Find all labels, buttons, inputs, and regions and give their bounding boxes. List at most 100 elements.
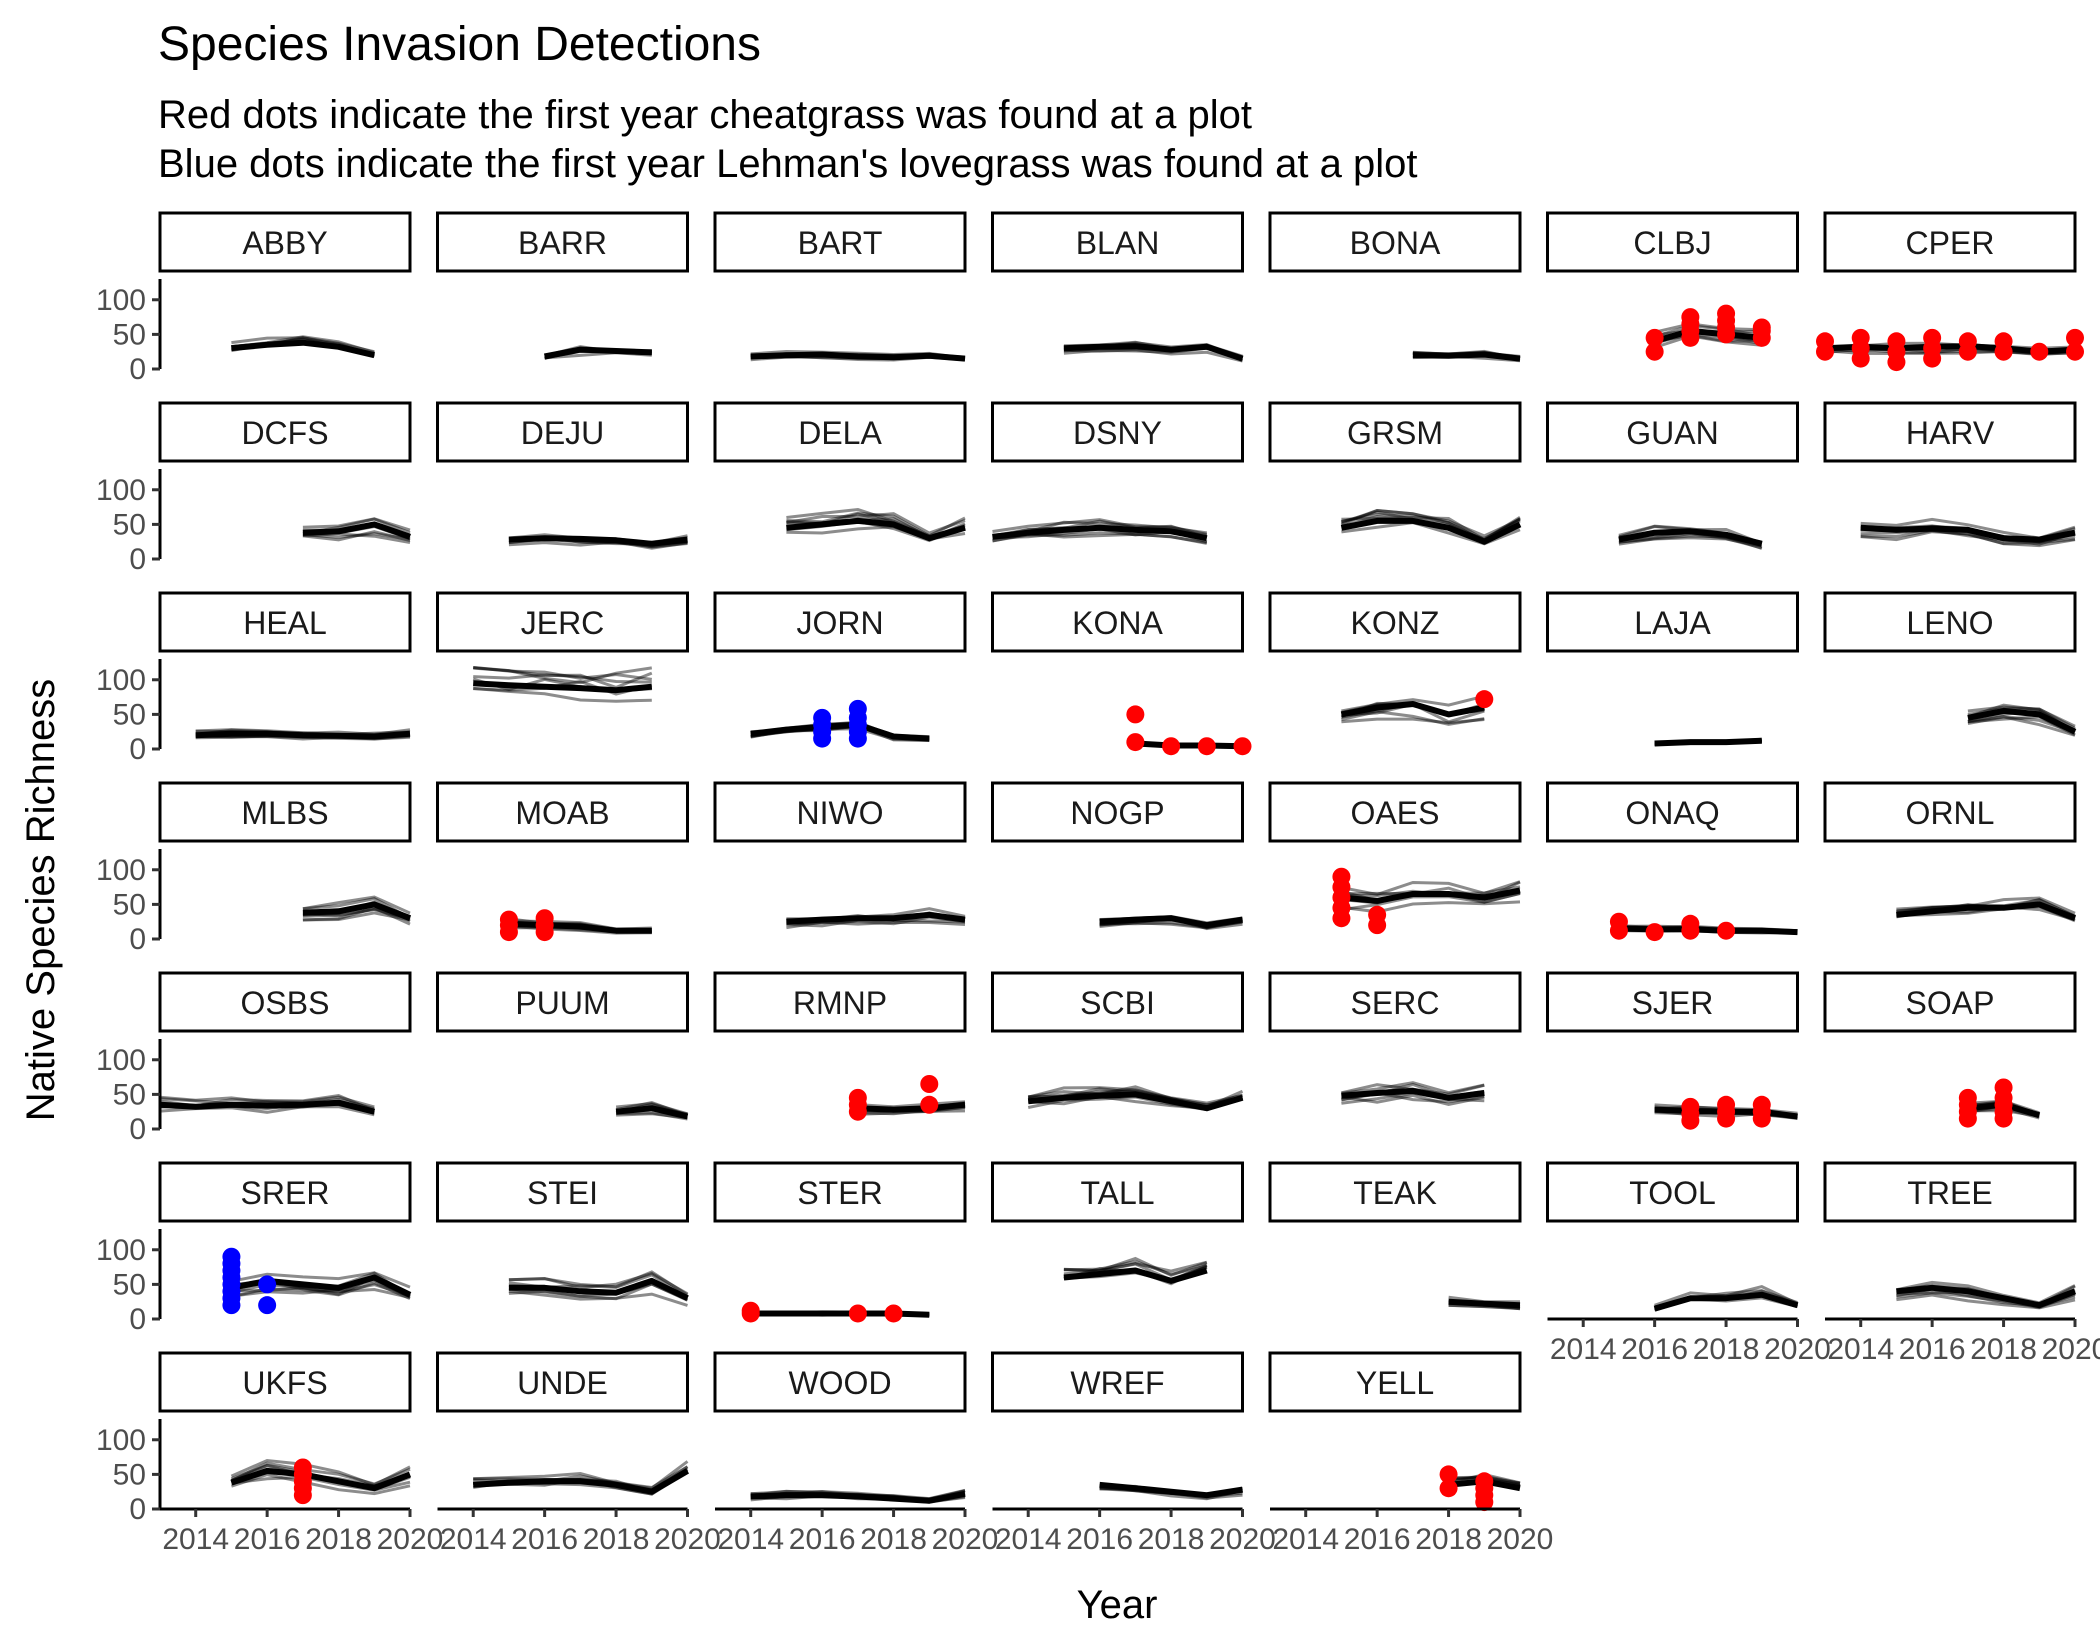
cheatgrass-point <box>1923 328 1942 347</box>
plot-trace-line <box>1341 880 1521 897</box>
facet-panel-grsm: GRSM <box>1268 401 1522 546</box>
y-tick-label: 100 <box>96 1234 146 1267</box>
x-tick-label: 2014 <box>1550 1333 1617 1366</box>
facet-panel-dsny: DSNY <box>991 401 1244 545</box>
chart-subtitle-line-1: Red dots indicate the first year cheatgr… <box>158 93 1252 137</box>
plot-trace-line <box>473 686 652 703</box>
site-series-line <box>1653 327 1763 345</box>
facet-strip-label: WOOD <box>788 1365 891 1401</box>
lovegrass-point <box>848 699 867 718</box>
facet-strip <box>1823 971 2077 1033</box>
facet-strip-label: NOGP <box>1070 795 1164 831</box>
facet-panel-oaes: OAES <box>1268 781 1522 935</box>
x-tick-label: 2014 <box>995 1523 1062 1556</box>
y-tick-label: 50 <box>113 1078 146 1111</box>
facet-strip-label: TEAK <box>1353 1175 1437 1211</box>
site-series-line <box>1099 915 1243 929</box>
site-series-line <box>1896 901 2077 921</box>
plot-trace-line <box>508 540 688 550</box>
plot-trace-line <box>302 906 411 926</box>
site-series-line <box>1412 351 1521 362</box>
facet-strip <box>436 971 689 1033</box>
x-tick-label: 2020 <box>377 1523 444 1556</box>
facet-strip <box>436 401 689 463</box>
facet-strip <box>713 1161 967 1223</box>
site-series-line <box>473 680 653 694</box>
cheatgrass-point <box>1197 737 1216 756</box>
facet-panel-nogp: NOGP <box>991 781 1244 931</box>
x-tick-label: 2016 <box>1066 1523 1133 1556</box>
facet-strip <box>436 781 689 843</box>
facet-panel-niwo: NIWO <box>713 781 967 930</box>
facet-strip <box>1546 211 1799 273</box>
facet-strip-label: GRSM <box>1347 415 1443 451</box>
cheatgrass-point <box>535 909 554 928</box>
facet-strip-label: BART <box>798 225 883 261</box>
facet-strip-label: JORN <box>796 605 883 641</box>
site-series-line <box>1340 701 1485 718</box>
x-tick-label: 2014 <box>440 1523 507 1556</box>
plot-trace-line <box>231 336 375 354</box>
facet-strip-label: UNDE <box>517 1365 608 1401</box>
facet-strip-label: LAJA <box>1634 605 1711 641</box>
x-tick-label: 2020 <box>1487 1523 1554 1556</box>
facet-panel-moab: MOAB <box>436 781 689 942</box>
site-series-line <box>1896 1284 2077 1309</box>
facet-strip-label: RMNP <box>793 985 887 1021</box>
x-tick-label: 2018 <box>583 1523 650 1556</box>
facet-strip <box>1823 591 2077 653</box>
plot-trace-line <box>1967 705 2076 728</box>
facet-panel-guan: GUAN <box>1546 401 1799 550</box>
cheatgrass-point <box>1752 1095 1771 1114</box>
plot-trace-line <box>302 532 411 541</box>
site-series-line <box>1063 343 1244 362</box>
cheatgrass-point <box>1958 332 1977 351</box>
plot-trace-line <box>302 530 411 542</box>
facet-panel-konz: KONZ <box>1268 591 1522 726</box>
y-tick-label: 50 <box>113 1268 146 1301</box>
facet-strip-label: HEAL <box>243 605 327 641</box>
y-tick-label: 50 <box>113 888 146 921</box>
cheatgrass-point <box>920 1075 939 1093</box>
facet-strip <box>158 971 412 1033</box>
facet-strip-label: CPER <box>1906 225 1995 261</box>
plot-trace-line <box>1063 1260 1208 1276</box>
site-series-line <box>1654 737 1762 747</box>
plot-trace-line <box>159 1095 375 1109</box>
facet-panel-yell: YELL 2014 2016 2018 2020 <box>1268 1351 1554 1556</box>
cheatgrass-point <box>2030 342 2049 361</box>
plot-trace-line <box>1896 896 2076 915</box>
site-series-line <box>1341 887 1521 904</box>
x-tick-label: 2016 <box>1344 1523 1411 1556</box>
cheatgrass-point <box>1162 737 1181 756</box>
facet-strip <box>1268 781 1522 843</box>
y-tick-label: 50 <box>113 318 146 351</box>
facet-strip <box>713 1351 967 1413</box>
facet-strip-label: SJER <box>1632 985 1714 1021</box>
site-series-line <box>302 521 411 540</box>
facet-panel-blan: BLAN <box>991 211 1244 363</box>
facet-strip-label: GUAN <box>1626 415 1718 451</box>
facet-strip-label: STEI <box>527 1175 598 1211</box>
plot-trace-line <box>1654 322 1762 334</box>
plot-trace-line <box>1967 714 2076 734</box>
site-series-line <box>857 1101 966 1113</box>
facet-strip <box>1823 781 2077 843</box>
cheatgrass-point <box>1681 308 1700 327</box>
plot-trace-line <box>1341 694 1485 713</box>
cheatgrass-point <box>1994 1078 2013 1097</box>
plot-trace-line <box>230 1458 411 1487</box>
site-series-line <box>786 517 966 542</box>
y-tick-label: 100 <box>96 474 146 507</box>
facet-strip-label: ONAQ <box>1625 795 1719 831</box>
y-axis-title: Native Species Richness <box>19 679 63 1121</box>
x-tick-label: 2014 <box>1827 1333 1894 1366</box>
facet-strip-label: TOOL <box>1629 1175 1716 1211</box>
facet-strip-label: DCFS <box>241 415 328 451</box>
y-tick-label: 0 <box>129 1303 146 1336</box>
cheatgrass-point <box>2066 342 2084 361</box>
x-tick-label: 2018 <box>860 1523 927 1556</box>
y-tick-label: 0 <box>129 353 146 386</box>
